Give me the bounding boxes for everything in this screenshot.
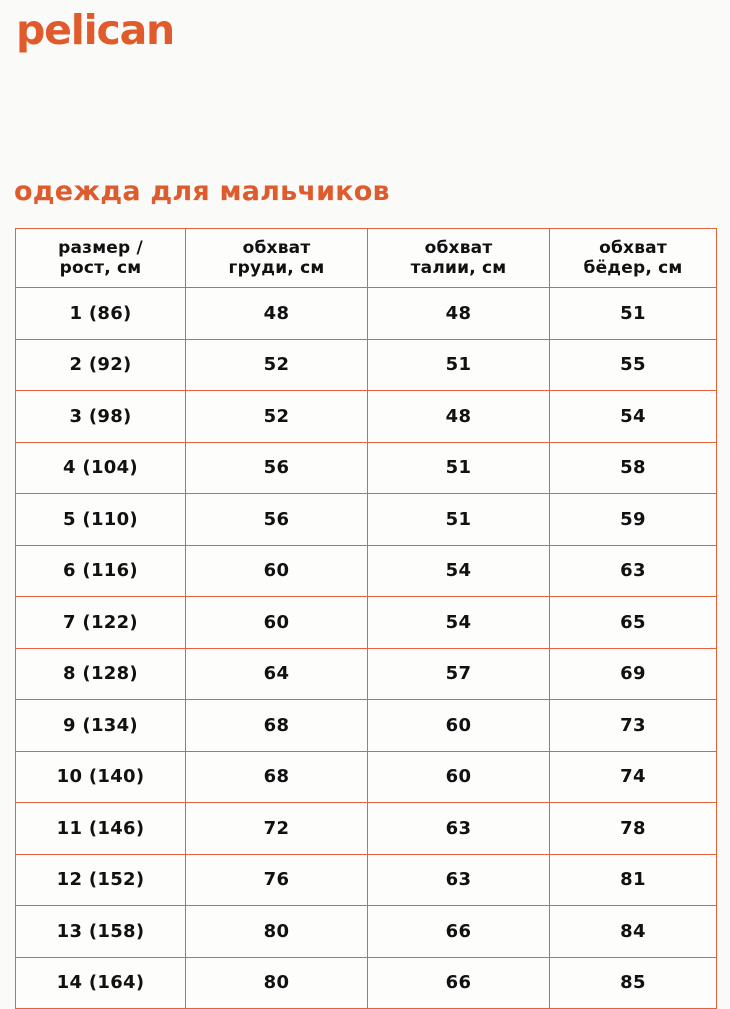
cell-hips: 74 xyxy=(549,750,717,803)
cell-hips: 78 xyxy=(549,802,717,855)
cell-size: 5 (110) xyxy=(15,493,186,546)
cell-chest: 60 xyxy=(185,544,368,597)
cell-size: 10 (140) xyxy=(15,750,186,803)
size-table-container: размер / рост, см обхват груди, см обхва… xyxy=(15,228,717,1009)
column-header-waist-line2: талии, см xyxy=(410,258,507,278)
cell-hips: 69 xyxy=(549,647,717,700)
cell-waist: 51 xyxy=(367,338,550,391)
cell-hips: 65 xyxy=(549,596,717,649)
column-header-hips-line1: обхват xyxy=(599,237,667,258)
cell-chest: 72 xyxy=(185,802,368,855)
table-row: 2 (92) 52 51 55 xyxy=(15,338,717,391)
cell-size: 7 (122) xyxy=(15,596,186,649)
table-row: 3 (98) 52 48 54 xyxy=(15,390,717,443)
cell-waist: 60 xyxy=(367,750,550,803)
cell-waist: 51 xyxy=(367,441,550,494)
cell-hips: 58 xyxy=(549,441,717,494)
table-row: 10 (140) 68 60 74 xyxy=(15,750,717,803)
table-row: 12 (152) 76 63 81 xyxy=(15,853,717,906)
cell-size: 4 (104) xyxy=(15,441,186,494)
size-chart-table: размер / рост, см обхват груди, см обхва… xyxy=(15,228,717,1009)
column-header-size-line2: рост, см xyxy=(59,258,142,278)
cell-chest: 60 xyxy=(185,596,368,649)
cell-waist: 60 xyxy=(367,699,550,752)
page-title: одежда для мальчиков xyxy=(14,176,390,208)
cell-chest: 52 xyxy=(185,338,368,391)
cell-chest: 68 xyxy=(185,699,368,752)
table-row: 9 (134) 68 60 73 xyxy=(15,699,717,752)
cell-waist: 63 xyxy=(367,853,550,906)
column-header-hips-line2: бёдер, см xyxy=(583,258,683,278)
table-row: 4 (104) 56 51 58 xyxy=(15,441,717,494)
cell-size: 3 (98) xyxy=(15,390,186,443)
cell-chest: 52 xyxy=(185,390,368,443)
table-row: 11 (146) 72 63 78 xyxy=(15,802,717,855)
cell-size: 2 (92) xyxy=(15,338,186,391)
cell-chest: 68 xyxy=(185,750,368,803)
column-header-chest: обхват груди, см xyxy=(185,228,368,288)
table-header-row: размер / рост, см обхват груди, см обхва… xyxy=(15,228,717,288)
table-row: 5 (110) 56 51 59 xyxy=(15,493,717,546)
cell-chest: 48 xyxy=(185,287,368,340)
cell-chest: 80 xyxy=(185,905,368,958)
column-header-waist-line1: обхват xyxy=(424,237,493,258)
table-row: 14 (164) 80 66 85 xyxy=(15,956,717,1009)
cell-chest: 56 xyxy=(185,441,368,494)
table-row: 6 (116) 60 54 63 xyxy=(15,544,717,597)
cell-waist: 66 xyxy=(367,905,550,958)
brand-logo: pelican xyxy=(16,6,175,54)
column-header-size: размер / рост, см xyxy=(15,228,186,288)
cell-size: 12 (152) xyxy=(15,853,186,906)
column-header-hips: обхват бёдер, см xyxy=(549,228,717,288)
cell-chest: 76 xyxy=(185,853,368,906)
cell-size: 13 (158) xyxy=(15,905,186,958)
cell-waist: 48 xyxy=(367,390,550,443)
cell-size: 1 (86) xyxy=(15,287,186,340)
cell-hips: 55 xyxy=(549,338,717,391)
table-row: 13 (158) 80 66 84 xyxy=(15,905,717,958)
table-row: 1 (86) 48 48 51 xyxy=(15,287,717,340)
column-header-size-line1: размер / xyxy=(58,237,143,258)
cell-chest: 80 xyxy=(185,956,368,1009)
table-body: 1 (86) 48 48 51 2 (92) 52 51 55 3 (98) 5… xyxy=(15,287,717,1009)
cell-waist: 51 xyxy=(367,493,550,546)
cell-waist: 48 xyxy=(367,287,550,340)
cell-hips: 73 xyxy=(549,699,717,752)
cell-waist: 63 xyxy=(367,802,550,855)
cell-waist: 66 xyxy=(367,956,550,1009)
cell-hips: 63 xyxy=(549,544,717,597)
cell-size: 11 (146) xyxy=(15,802,186,855)
cell-size: 8 (128) xyxy=(15,647,186,700)
cell-size: 14 (164) xyxy=(15,956,186,1009)
cell-waist: 54 xyxy=(367,544,550,597)
table-row: 7 (122) 60 54 65 xyxy=(15,596,717,649)
cell-chest: 64 xyxy=(185,647,368,700)
column-header-chest-line2: груди, см xyxy=(228,258,325,278)
table-row: 8 (128) 64 57 69 xyxy=(15,647,717,700)
cell-size: 6 (116) xyxy=(15,544,186,597)
cell-chest: 56 xyxy=(185,493,368,546)
cell-size: 9 (134) xyxy=(15,699,186,752)
table-header: размер / рост, см обхват груди, см обхва… xyxy=(15,228,717,288)
cell-hips: 81 xyxy=(549,853,717,906)
cell-waist: 54 xyxy=(367,596,550,649)
column-header-chest-line1: обхват xyxy=(242,237,311,258)
cell-hips: 59 xyxy=(549,493,717,546)
cell-hips: 85 xyxy=(549,956,717,1009)
cell-hips: 51 xyxy=(549,287,717,340)
column-header-waist: обхват талии, см xyxy=(367,228,550,288)
cell-waist: 57 xyxy=(367,647,550,700)
cell-hips: 54 xyxy=(549,390,717,443)
cell-hips: 84 xyxy=(549,905,717,958)
